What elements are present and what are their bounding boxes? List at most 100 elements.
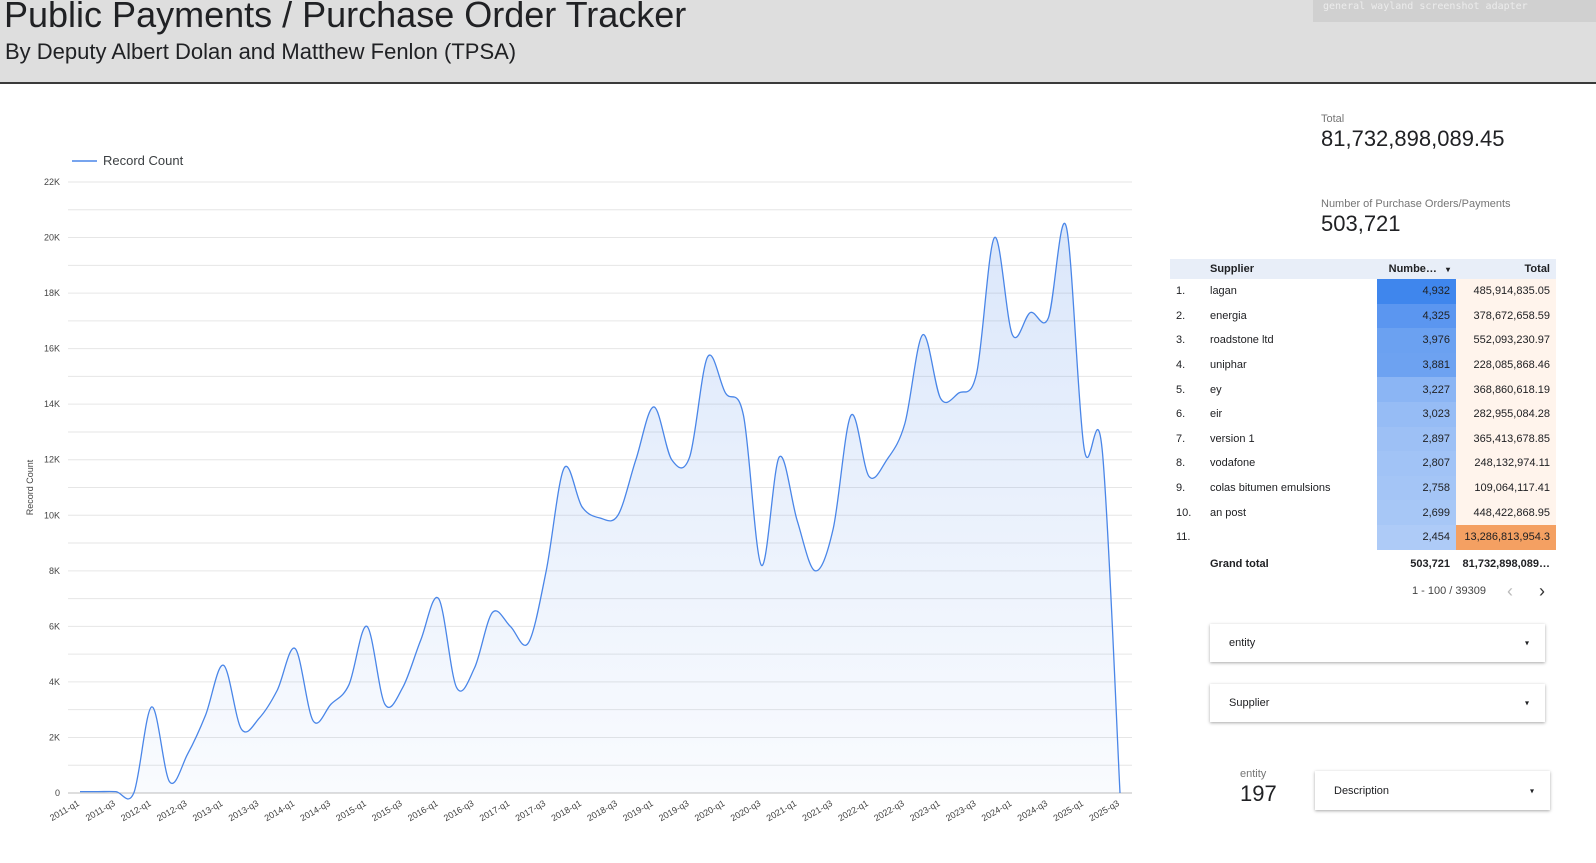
supplier-cell: vodafone	[1210, 457, 1256, 470]
supplier-cell: roadstone ltd	[1210, 334, 1274, 347]
x-tick-label: 2025-q3	[1087, 798, 1121, 823]
number-cell: 2,454	[1377, 524, 1456, 550]
table-row[interactable]: 11. 2,454 13,286,813,954.3	[1170, 524, 1556, 550]
row-index: 7.	[1176, 432, 1186, 445]
count-value: 503,721	[1321, 211, 1401, 236]
x-tick-label: 2011-q1	[48, 798, 81, 823]
supplier-table[interactable]: Supplier Numbe… ▾ Total 1. lagan 4,932 485,…	[1170, 259, 1556, 578]
y-tick-label: 12K	[44, 455, 60, 465]
x-tick-label: 2022-q3	[872, 798, 906, 823]
table-row[interactable]: 4. uniphar 3,881 228,085,868.46	[1170, 352, 1556, 378]
grand-total-row: Grand total 503,721 81,732,898,089…	[1170, 550, 1556, 578]
number-cell: 2,758	[1377, 475, 1456, 501]
chevron-left-icon[interactable]: ‹	[1507, 581, 1513, 601]
table-row[interactable]: 10. an post 2,699 448,422,868.95	[1170, 500, 1556, 525]
x-tick-label: 2021-q1	[765, 798, 799, 823]
x-tick-label: 2024-q1	[980, 798, 1014, 823]
number-header[interactable]: Numbe… ▾	[1377, 259, 1456, 279]
total-cell: 365,413,678.85	[1456, 426, 1556, 452]
grand-total-total: 81,732,898,089…	[1462, 557, 1550, 570]
supplier-dropdown-label: Supplier	[1229, 697, 1270, 709]
supplier-cell: version 1	[1210, 432, 1255, 445]
table-header-row: Supplier Numbe… ▾ Total	[1170, 259, 1556, 279]
y-tick-label: 10K	[44, 510, 60, 520]
number-header-label: Numbe…	[1388, 263, 1437, 275]
x-tick-label: 2018-q3	[585, 798, 619, 823]
total-cell: 368,860,618.19	[1456, 377, 1556, 402]
number-cell: 3,976	[1377, 328, 1456, 353]
row-index: 2.	[1176, 309, 1186, 322]
row-index: 11.	[1176, 531, 1191, 544]
table-row[interactable]: 6. eir 3,023 282,955,084.28	[1170, 401, 1556, 427]
sort-desc-icon[interactable]: ▾	[1445, 265, 1450, 274]
chevron-right-icon[interactable]: ›	[1539, 581, 1545, 601]
number-cell: 2,897	[1377, 426, 1456, 452]
supplier-cell: colas bitumen emulsions	[1210, 482, 1331, 495]
x-tick-label: 2013-q1	[191, 798, 225, 823]
grand-total-label: Grand total	[1210, 557, 1269, 570]
y-tick-label: 20K	[44, 233, 60, 243]
x-tick-label: 2023-q3	[944, 798, 978, 823]
y-tick-label: 6K	[49, 621, 60, 631]
supplier-cell: eir	[1210, 408, 1223, 421]
table-row[interactable]: 8. vodafone 2,807 248,132,974.11	[1170, 451, 1556, 476]
table-row[interactable]: 2. energia 4,325 378,672,658.59	[1170, 303, 1556, 329]
grand-total-number: 503,721	[1410, 557, 1450, 570]
row-index: 8.	[1176, 457, 1186, 470]
x-tick-label: 2019-q3	[657, 798, 691, 823]
x-tick-label: 2020-q3	[729, 798, 763, 823]
number-cell: 2,699	[1377, 500, 1456, 525]
supplier-header[interactable]: Supplier	[1204, 259, 1377, 279]
x-tick-label: 2017-q3	[514, 798, 548, 823]
supplier-cell: an post	[1210, 506, 1247, 519]
table-row[interactable]: 3. roadstone ltd 3,976 552,093,230.97	[1170, 328, 1556, 353]
number-cell: 3,881	[1377, 352, 1456, 378]
y-tick-label: 16K	[44, 344, 60, 354]
x-tick-label: 2012-q3	[155, 798, 189, 823]
x-tick-label: 2021-q3	[800, 798, 834, 823]
row-index: 1.	[1176, 285, 1186, 298]
x-tick-label: 2016-q1	[406, 798, 440, 823]
row-index: 3.	[1176, 334, 1186, 347]
report-header: Public Payments / Purchase Order Tracker…	[0, 0, 1596, 84]
row-index: 4.	[1176, 359, 1186, 372]
x-tick-label: 2020-q1	[693, 798, 727, 823]
index-header	[1170, 259, 1204, 279]
supplier-cell: lagan	[1210, 285, 1237, 298]
supplier-cell: ey	[1210, 383, 1222, 396]
y-tick-label: 0	[55, 788, 60, 798]
number-cell: 4,932	[1377, 279, 1456, 304]
legend-label: Record Count	[103, 153, 184, 168]
description-dropdown-label: Description	[1334, 784, 1390, 797]
x-tick-label: 2015-q3	[370, 798, 404, 823]
number-cell: 2,807	[1377, 451, 1456, 476]
entity-count-label: entity	[1240, 768, 1267, 780]
supplier-cell: energia	[1210, 309, 1247, 322]
total-header[interactable]: Total	[1456, 259, 1556, 279]
x-tick-label: 2012-q1	[119, 798, 153, 823]
y-axis-title: Record Count	[25, 459, 35, 515]
x-tick-label: 2018-q1	[549, 798, 583, 823]
x-tick-label: 2025-q1	[1052, 798, 1086, 823]
description-dropdown[interactable]: Description ▾	[1315, 771, 1550, 810]
x-tick-label: 2024-q3	[1016, 798, 1050, 823]
y-tick-label: 8K	[49, 566, 60, 576]
chevron-down-icon: ▾	[1524, 638, 1529, 648]
supplier-dropdown[interactable]: Supplier ▾	[1210, 684, 1545, 722]
x-tick-label: 2022-q1	[836, 798, 870, 823]
x-tick-label: 2014-q1	[263, 798, 297, 823]
total-cell: 109,064,117.41	[1456, 475, 1556, 501]
total-label: Total	[1321, 113, 1345, 125]
number-cell: 3,023	[1377, 401, 1456, 427]
table-row[interactable]: 7. version 1 2,897 365,413,678.85	[1170, 426, 1556, 452]
table-row[interactable]: 5. ey 3,227 368,860,618.19	[1170, 377, 1556, 402]
table-row[interactable]: 1. lagan 4,932 485,914,835.05	[1170, 279, 1556, 304]
table-row[interactable]: 9. colas bitumen emulsions 2,758 109,064,11…	[1170, 475, 1556, 501]
total-cell: 13,286,813,954.3	[1456, 524, 1556, 550]
entity-dropdown[interactable]: entity ▾	[1210, 624, 1545, 662]
series-line-record-count	[80, 222, 1121, 800]
number-cell: 3,227	[1377, 377, 1456, 402]
supplier-cell: uniphar	[1210, 359, 1247, 372]
x-tick-label: 2013-q3	[227, 798, 261, 823]
